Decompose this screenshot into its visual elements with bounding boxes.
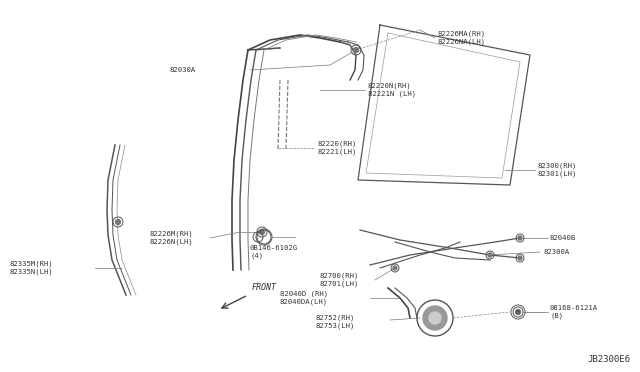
Text: JB2300E6: JB2300E6 — [587, 355, 630, 364]
Circle shape — [393, 266, 397, 270]
Circle shape — [259, 230, 264, 234]
Text: 82335M(RH)
82335N(LH): 82335M(RH) 82335N(LH) — [10, 261, 54, 275]
Text: 82226MA(RH)
82226NA(LH): 82226MA(RH) 82226NA(LH) — [438, 31, 486, 45]
Text: 82040B: 82040B — [550, 235, 576, 241]
Circle shape — [488, 253, 492, 257]
Circle shape — [353, 48, 358, 52]
Circle shape — [518, 236, 522, 240]
Text: 82040D (RH)
82040DA(LH): 82040D (RH) 82040DA(LH) — [280, 291, 328, 305]
Circle shape — [423, 306, 447, 330]
Text: 08168-6121A
(B): 08168-6121A (B) — [550, 305, 598, 319]
Circle shape — [515, 310, 520, 314]
Circle shape — [429, 312, 441, 324]
Text: 82220(RH)
82221(LH): 82220(RH) 82221(LH) — [318, 141, 357, 155]
Text: 82752(RH)
82753(LH): 82752(RH) 82753(LH) — [315, 315, 355, 329]
Circle shape — [115, 219, 120, 224]
Text: FRONT: FRONT — [252, 283, 277, 292]
Circle shape — [518, 256, 522, 260]
Text: B: B — [516, 310, 520, 314]
Text: 0B146-6102G
(4): 0B146-6102G (4) — [250, 245, 298, 259]
Text: 82226M(RH)
82226N(LH): 82226M(RH) 82226N(LH) — [150, 231, 194, 245]
Text: 82300(RH)
82301(LH): 82300(RH) 82301(LH) — [538, 163, 577, 177]
Text: 82300A: 82300A — [543, 249, 569, 255]
Text: 82030A: 82030A — [170, 67, 196, 73]
Text: 82700(RH)
82701(LH): 82700(RH) 82701(LH) — [320, 273, 360, 287]
Text: 82220N(RH)
82221N (LH): 82220N(RH) 82221N (LH) — [368, 83, 416, 97]
